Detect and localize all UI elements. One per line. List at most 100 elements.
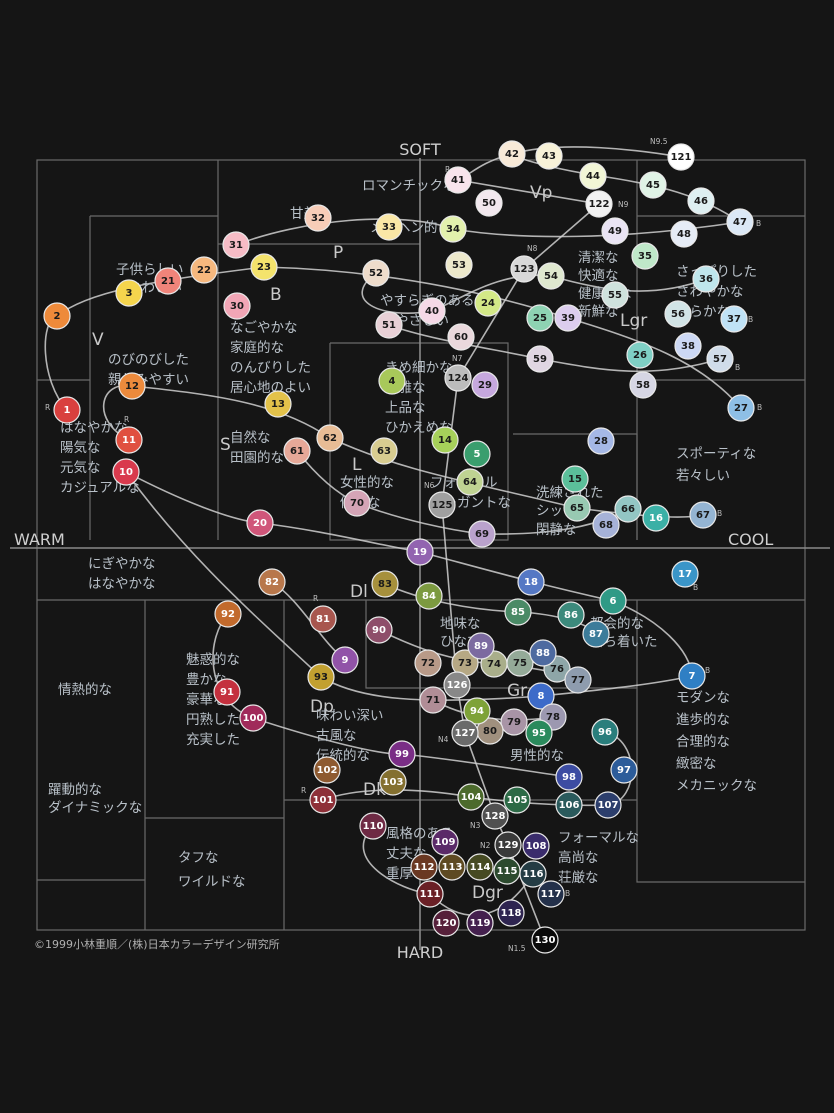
color-point-circle [371, 570, 399, 598]
color-point-79: 79 [500, 708, 528, 736]
color-point-circle [614, 495, 642, 523]
color-point-number: 74 [487, 659, 501, 670]
tone-tag: B [735, 363, 740, 372]
color-point-number: 45 [646, 180, 660, 191]
color-point-21: 21 [154, 267, 182, 295]
color-point-circle [497, 899, 525, 927]
color-point-40: 40 [418, 297, 446, 325]
image-word: 合理的な [676, 734, 730, 750]
color-point-number: 63 [377, 446, 391, 457]
color-point-number: 97 [617, 765, 631, 776]
color-point-130: 130 [531, 926, 559, 954]
tone-tag: R [301, 786, 306, 795]
color-point-number: 34 [446, 224, 460, 235]
color-point-circle [213, 678, 241, 706]
color-point-number: 108 [526, 841, 547, 852]
tone-tag: N3 [470, 821, 481, 830]
color-point-10: 10 [112, 458, 140, 486]
color-point-number: 89 [474, 641, 488, 652]
color-point-circle [239, 704, 267, 732]
color-point-circle [307, 663, 335, 691]
color-point-number: 17 [678, 569, 692, 580]
color-point-circle [388, 740, 416, 768]
region-label-s: S [220, 435, 231, 455]
color-point-number: 30 [230, 301, 244, 312]
color-point-number: 12 [125, 381, 139, 392]
image-word: ダイナミックな [48, 800, 142, 816]
color-point-7: 7 [678, 662, 706, 690]
color-point-circle [554, 304, 582, 332]
color-point-circle [689, 501, 717, 529]
color-point-87: 87 [582, 620, 610, 648]
color-point-number: 99 [395, 749, 409, 760]
color-point-54: 54 [537, 262, 565, 290]
tone-tag: R [124, 415, 129, 424]
color-point-number: 36 [699, 274, 713, 285]
color-point-number: 38 [681, 341, 695, 352]
color-point-number: 4 [389, 376, 396, 387]
region-label-vp: Vp [530, 183, 552, 203]
color-point-115: 115 [493, 857, 521, 885]
color-point-circle [561, 465, 589, 493]
color-point-number: 52 [369, 268, 383, 279]
color-point-circle [375, 213, 403, 241]
color-point-45: 45 [639, 171, 667, 199]
color-point-circle [642, 504, 670, 532]
color-point-circle [378, 367, 406, 395]
color-point-circle [531, 926, 559, 954]
tone-tag: B [748, 315, 753, 324]
color-point-39: 39 [554, 304, 582, 332]
color-point-circle [214, 600, 242, 628]
image-word: 地味な [440, 616, 481, 632]
color-point-84: 84 [415, 582, 443, 610]
color-point-circle [537, 262, 565, 290]
color-point-33: 33 [375, 213, 403, 241]
color-point-3: 3 [115, 279, 143, 307]
color-point-circle [467, 632, 495, 660]
color-point-number: 33 [382, 222, 396, 233]
color-point-number: 16 [649, 513, 663, 524]
color-point-number: 117 [541, 889, 562, 900]
color-point-number: 39 [561, 313, 575, 324]
color-point-104: 104 [457, 783, 485, 811]
color-point-number: 15 [568, 474, 582, 485]
image-word: 躍動的な [48, 782, 102, 798]
color-point-circle [564, 666, 592, 694]
tone-tag: B [756, 219, 761, 228]
image-word: 充実した [186, 732, 240, 748]
color-point-number: 124 [448, 373, 469, 384]
color-point-circle [370, 437, 398, 465]
color-point-circle [331, 646, 359, 674]
color-point-circle [445, 251, 473, 279]
color-point-circle [527, 682, 555, 710]
color-point-128: 128 [481, 802, 509, 830]
color-point-number: 8 [538, 691, 545, 702]
connector-path [125, 471, 693, 702]
color-point-20: 20 [246, 509, 274, 537]
region-label-dl: Dl [350, 582, 368, 602]
color-point-number: 127 [455, 728, 476, 739]
color-point-circle [406, 538, 434, 566]
color-point-119: 119 [466, 909, 494, 937]
color-point-71: 71 [419, 686, 447, 714]
color-point-circle [416, 880, 444, 908]
axis-label-hard: HARD [397, 943, 443, 962]
color-point-number: 98 [562, 772, 576, 783]
color-point-circle [563, 494, 591, 522]
color-point-14: 14 [431, 426, 459, 454]
color-point-100: 100 [239, 704, 267, 732]
color-point-49: 49 [601, 217, 629, 245]
tone-tag: N2 [480, 841, 491, 850]
image-word: のびのびした [108, 352, 189, 368]
color-point-circle [599, 587, 627, 615]
frame-line [636, 600, 805, 883]
color-point-number: 95 [532, 728, 546, 739]
color-point-66: 66 [614, 495, 642, 523]
color-point-number: 110 [363, 821, 384, 832]
color-point-circle [359, 812, 387, 840]
color-point-2: 2 [43, 302, 71, 330]
color-point-117: 117 [537, 880, 565, 908]
color-point-number: 112 [414, 862, 435, 873]
color-point-circle [706, 345, 734, 373]
